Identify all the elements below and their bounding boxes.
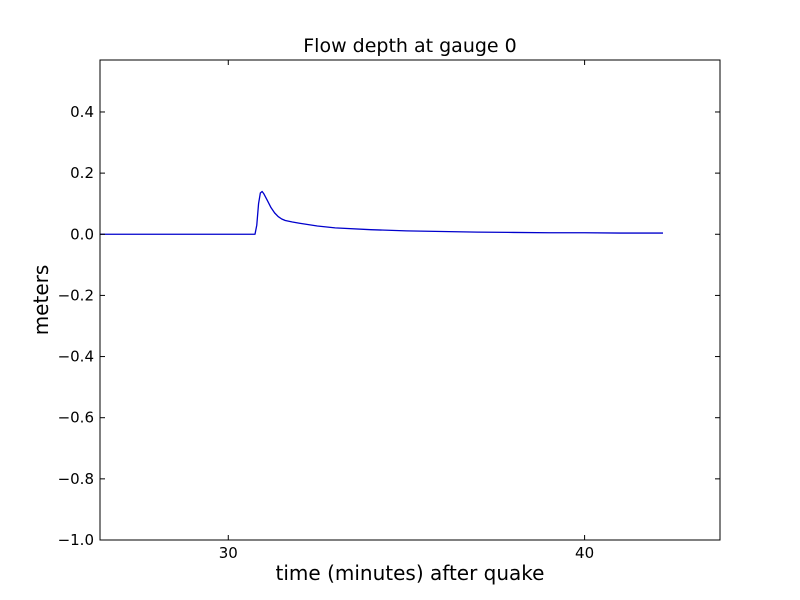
y-tick-label: −0.2 — [58, 286, 94, 304]
y-tick-label: −0.6 — [58, 409, 94, 427]
plot-frame — [99, 59, 721, 541]
chart-title: Flow depth at gauge 0 — [303, 35, 517, 57]
series-line — [100, 190, 663, 235]
x-tick-label: 30 — [219, 544, 238, 562]
y-tick-label: −1.0 — [58, 531, 94, 549]
x-tick-label: 40 — [575, 544, 594, 562]
y-tick-label: 0.0 — [70, 225, 94, 243]
y-tick-label: −0.8 — [58, 470, 94, 488]
plot-area: −1.0 −0.8 −0.6 −0.4 −0.2 0.0 0.2 0.4 30 40 — [58, 59, 721, 562]
y-tick-label: 0.2 — [70, 164, 94, 182]
y-tick-label: −0.4 — [58, 348, 94, 366]
y-axis-label: meters — [29, 265, 53, 336]
y-tick-label: 0.4 — [70, 103, 94, 121]
x-axis-label: time (minutes) after quake — [276, 561, 545, 585]
